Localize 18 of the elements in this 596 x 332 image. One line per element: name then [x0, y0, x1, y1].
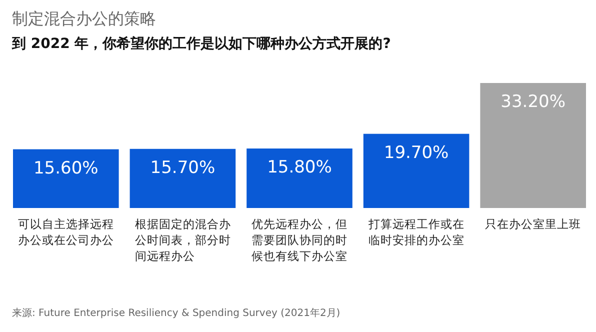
data-label: 19.70% — [384, 142, 449, 163]
data-label: 15.60% — [33, 158, 98, 178]
bar — [363, 134, 470, 208]
chart-title: 制定混合办公的策略 — [12, 9, 156, 28]
x-tick-label: 优先远程办公，但需要团队协同的时候也有线下办公室 — [252, 217, 348, 263]
source-note: 来源: Future Enterprise Resiliency & Spending Survey (2021年2月) — [12, 307, 340, 319]
x-tick-label: 只在办公室里上班 — [485, 217, 582, 231]
bar — [130, 148, 236, 208]
bar — [13, 149, 119, 208]
data-label: 33.20% — [500, 92, 566, 112]
chart-subtitle: 到 2022 年，你希望你的工作是以如下哪种办公方式开展的? — [11, 35, 391, 52]
x-tick-label: 可以自主选择远程办公或在公司办公 — [18, 217, 114, 247]
data-label: 15.80% — [267, 158, 332, 178]
bar — [246, 148, 352, 208]
x-tick-label: 打算远程工作或在临时安排的办公室 — [367, 217, 464, 247]
bar — [480, 83, 586, 208]
data-label: 15.70% — [150, 158, 216, 178]
x-tick-label: 根据固定的混合办公时间表，部分时间远程办公 — [134, 217, 231, 263]
